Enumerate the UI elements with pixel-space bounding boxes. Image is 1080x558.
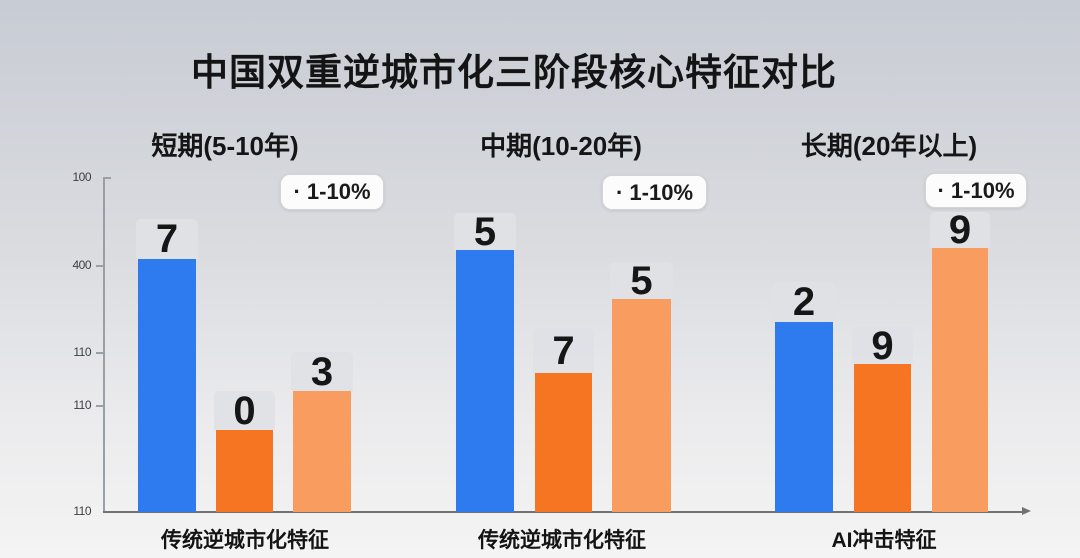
category-label: 传统逆城市化特征 [478, 529, 646, 552]
group-heading: 中期(10-20年) [480, 131, 642, 161]
bar [854, 364, 911, 512]
bar-value-chip: 7 [136, 219, 198, 259]
bar-value-label: 5 [473, 209, 497, 254]
bar-value-label: 2 [792, 280, 816, 324]
category-label: AI冲击特征 [831, 529, 937, 552]
y-axis-tick-label: 100 [72, 170, 91, 184]
bar-value-chip: 0 [214, 388, 275, 433]
bar [293, 391, 351, 512]
bar-value-chip: 3 [291, 349, 353, 394]
bar-value-label: 9 [948, 208, 972, 252]
bar-value-chip: 9 [852, 323, 913, 368]
y-axis-tick [96, 405, 103, 407]
y-axis-tick [96, 265, 103, 267]
bar-value-chip: 7 [533, 328, 594, 373]
bar [138, 259, 196, 512]
y-axis-tick-label: 110 [73, 345, 91, 359]
group-heading: 长期(20年以上) [800, 131, 978, 161]
y-axis-tick [96, 352, 103, 354]
bar-value-chip: 5 [454, 209, 516, 254]
bar [612, 299, 671, 512]
bar-value-chip: 9 [930, 208, 990, 252]
y-axis-tick-label: 400 [72, 258, 91, 272]
bar [932, 248, 988, 512]
bar-value-chip: 5 [610, 258, 673, 303]
legend-badge: · 1-10% [602, 175, 707, 210]
bar [535, 373, 592, 512]
y-axis-tick-label: 110 [73, 504, 91, 518]
legend-badge: · 1-10% [925, 173, 1027, 208]
bar-value-label: 7 [155, 217, 179, 261]
chart-title: 中国双重逆城市化三阶段核心特征对比 [191, 52, 837, 93]
y-axis-tick [103, 177, 111, 179]
bar [775, 322, 833, 512]
bar [216, 430, 273, 512]
bar [456, 250, 514, 512]
bar-value-label: 0 [233, 388, 256, 433]
legend-badge: · 1-10% [280, 174, 384, 210]
x-axis-arrow-icon [1022, 507, 1031, 515]
category-label: 传统逆城市化特征 [161, 529, 329, 552]
y-axis-line [103, 178, 105, 512]
bar-value-label: 7 [552, 328, 575, 373]
bar-value-label: 5 [630, 258, 653, 303]
bar-value-label: 3 [310, 349, 334, 394]
bar-value-label: 9 [871, 323, 894, 368]
group-heading: 短期(5-10年) [151, 131, 299, 161]
y-axis-tick-label: 110 [73, 398, 91, 412]
bar-value-chip: 2 [773, 282, 835, 322]
